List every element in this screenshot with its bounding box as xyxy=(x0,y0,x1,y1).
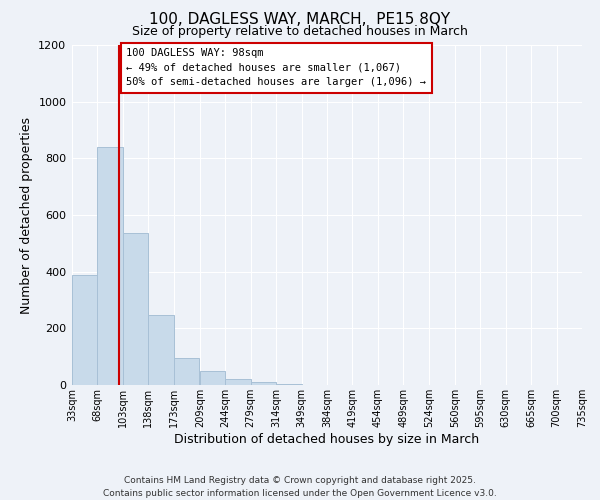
Text: 100 DAGLESS WAY: 98sqm
← 49% of detached houses are smaller (1,067)
50% of semi-: 100 DAGLESS WAY: 98sqm ← 49% of detached… xyxy=(127,48,427,88)
Bar xyxy=(276,384,302,385)
Bar xyxy=(148,314,174,385)
Bar xyxy=(72,274,97,385)
Y-axis label: Number of detached properties: Number of detached properties xyxy=(20,116,33,314)
Bar xyxy=(123,234,148,385)
Bar xyxy=(174,358,199,385)
X-axis label: Distribution of detached houses by size in March: Distribution of detached houses by size … xyxy=(175,432,479,446)
Text: Size of property relative to detached houses in March: Size of property relative to detached ho… xyxy=(132,25,468,38)
Bar xyxy=(251,382,276,385)
Bar xyxy=(200,371,225,385)
Text: Contains HM Land Registry data © Crown copyright and database right 2025.
Contai: Contains HM Land Registry data © Crown c… xyxy=(103,476,497,498)
Bar xyxy=(225,380,251,385)
Bar xyxy=(97,147,123,385)
Text: 100, DAGLESS WAY, MARCH,  PE15 8QY: 100, DAGLESS WAY, MARCH, PE15 8QY xyxy=(149,12,451,28)
